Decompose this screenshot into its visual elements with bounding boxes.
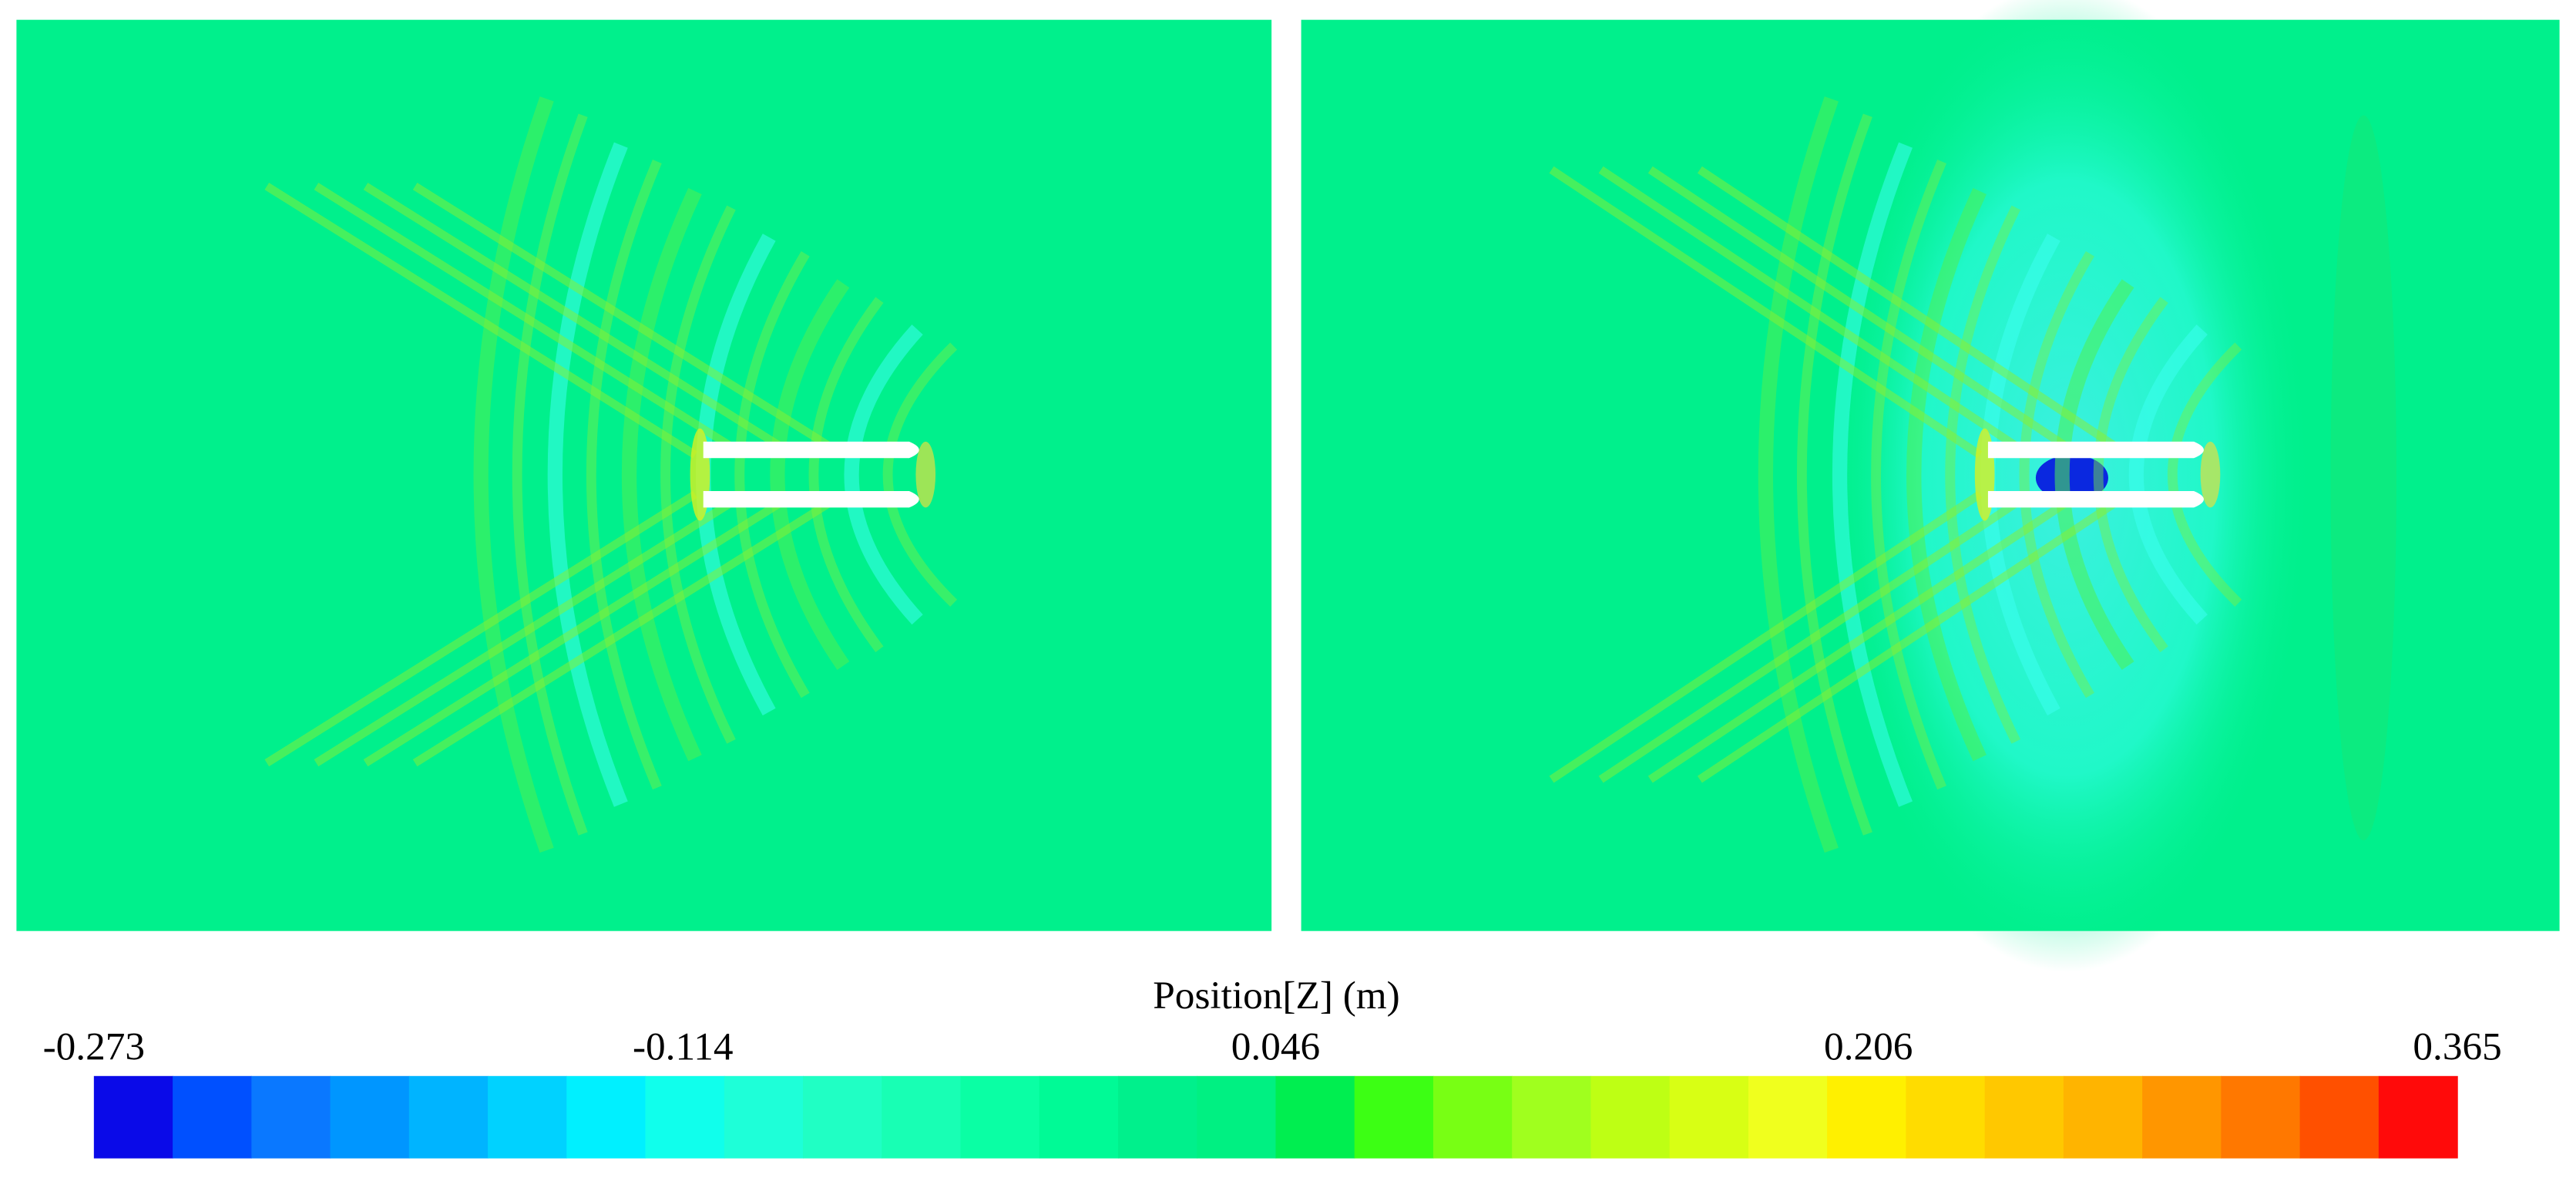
colorbar-tick-label: -0.114 [633, 1025, 734, 1068]
contour-panel-left [16, 19, 1272, 931]
colorbar-tick-label: 0.365 [2413, 1025, 2501, 1068]
colorbar-segment [1906, 1075, 1986, 1159]
field-background [16, 19, 1272, 931]
transverse-wave [1871, 160, 1946, 790]
divergent-wave [1697, 490, 2131, 783]
colorbar-segment [1984, 1075, 2064, 1159]
colorbar-segment [1117, 1075, 1197, 1159]
colorbar-segment [1354, 1075, 1434, 1159]
transverse-wave [2128, 325, 2208, 625]
transverse-wave [660, 205, 736, 744]
colorbar-segment [408, 1075, 489, 1159]
colorbar-segment [960, 1075, 1040, 1159]
colorbar-segment [2221, 1075, 2301, 1159]
colorbar: -0.273 -0.114 0.046 0.206 0.365 [43, 1025, 2502, 1159]
contour-panel-right [1301, 0, 2560, 972]
transverse-wave [808, 297, 884, 653]
divergent-wave [264, 490, 697, 767]
transverse-wave [621, 187, 702, 762]
transverse-wave [734, 251, 810, 698]
colorbar-segment [566, 1075, 647, 1159]
transverse-wave [2093, 297, 2168, 653]
colorbar-segment [330, 1075, 410, 1159]
colorbar-segment [1590, 1075, 1671, 1159]
colorbar-tick-label: 0.046 [1231, 1025, 1320, 1068]
transverse-wave [512, 113, 588, 836]
colorbar-segment [173, 1075, 252, 1159]
colorbar-segment [1748, 1075, 1828, 1159]
transverse-wave [1832, 142, 1913, 807]
divergent-wave [1549, 490, 1983, 783]
divergent-wave [412, 183, 846, 459]
transverse-wave [2168, 342, 2242, 607]
divergent-wave [363, 183, 797, 459]
transverse-wave [1796, 113, 1872, 836]
colorbar-segment [1512, 1075, 1592, 1159]
divergent-wave [1647, 490, 2081, 783]
transverse-wave [586, 160, 662, 790]
colorbar-segment [2063, 1075, 2143, 1159]
colorbar-segment [882, 1075, 962, 1159]
colorbar-segment [488, 1075, 567, 1159]
divergent-wave [1549, 166, 1983, 459]
stern-highlight [915, 441, 936, 508]
colorbar-segment [93, 1075, 173, 1159]
divergent-wave [1647, 166, 2081, 459]
stern-highlight [2200, 441, 2221, 508]
transverse-wave [547, 142, 628, 807]
hull [1987, 491, 2204, 508]
transverse-wave [844, 325, 923, 625]
divergent-wave [1697, 166, 2131, 459]
hull [703, 491, 919, 508]
colorbar-segment [2299, 1075, 2380, 1159]
transverse-wave [1758, 96, 1839, 853]
bow-wave [2330, 115, 2397, 841]
divergent-wave [264, 183, 697, 459]
colorbar-segment [1669, 1075, 1749, 1159]
transverse-wave [473, 96, 554, 853]
transverse-wave [2054, 279, 2134, 671]
colorbar-tick-label: -0.273 [43, 1025, 145, 1068]
colorbar-title: Position[Z] (m) [1153, 974, 1399, 1018]
divergent-wave [363, 490, 797, 767]
divergent-wave [412, 490, 846, 767]
transverse-wave [882, 342, 958, 607]
colorbar-tick-label: 0.206 [1824, 1025, 1913, 1068]
colorbar-segment [1827, 1075, 1907, 1159]
colorbar-segment [724, 1075, 804, 1159]
trough-core [2035, 454, 2108, 501]
hull [703, 441, 919, 459]
colorbar-segment [645, 1075, 725, 1159]
transverse-wave [1945, 205, 2021, 744]
colorbar-segment [2378, 1075, 2458, 1159]
colorbar-segment [251, 1075, 331, 1159]
hull [1987, 441, 2204, 459]
transverse-wave [770, 279, 850, 671]
divergent-wave [1598, 490, 2032, 783]
colorbar-segment [1432, 1075, 1513, 1159]
transverse-wave [2019, 251, 2094, 698]
colorbar-segment [803, 1075, 882, 1159]
divergent-wave [314, 183, 747, 459]
colorbar-segment [2142, 1075, 2222, 1159]
divergent-wave [314, 490, 747, 767]
divergent-wave [1598, 166, 2032, 459]
transverse-wave [1906, 187, 1987, 762]
colorbar-segment [1275, 1075, 1355, 1159]
colorbar-segment [1197, 1075, 1277, 1159]
colorbar-segment [1039, 1075, 1119, 1159]
